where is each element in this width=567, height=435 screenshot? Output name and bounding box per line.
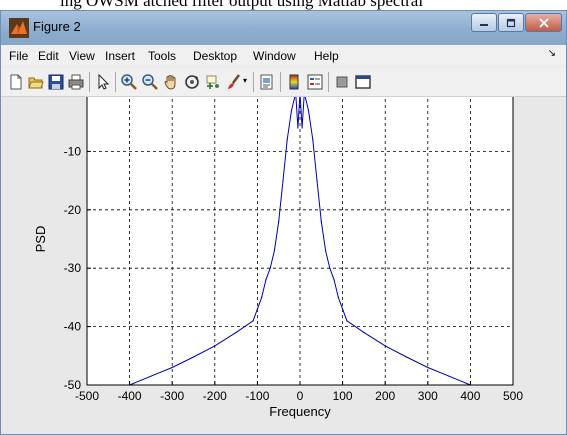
x-tick-label: 200 <box>375 389 395 403</box>
psd-data-point <box>448 375 450 377</box>
link-plot-icon[interactable] <box>258 73 276 91</box>
x-tick-label: 300 <box>418 389 438 403</box>
psd-data-point <box>278 220 280 223</box>
psd-data-point <box>150 375 152 377</box>
psd-data-point <box>290 109 293 112</box>
figure-window: Figure 2 File Edit View Insert Tools Des… <box>0 10 567 435</box>
plot-axes-frame <box>86 97 514 386</box>
psd-data-point <box>256 308 258 310</box>
y-tick-label: -10 <box>64 144 82 158</box>
psd-data-point <box>363 331 365 334</box>
psd-data-point <box>384 345 386 347</box>
psd-data-point <box>265 279 267 281</box>
open-file-icon[interactable] <box>27 73 45 91</box>
plot-axes-background[interactable] <box>87 97 513 385</box>
maximize-icon <box>506 18 516 27</box>
psd-data-point <box>405 356 408 358</box>
figure-canvas: -500 -400 -300 -200 -100 0 100 200 300 400 500 0 -10… <box>1 97 566 434</box>
menu-bar: File Edit View Insert Tools Desktop Wind… <box>1 45 566 65</box>
caption-fragment: ing OWSM atched filter output using Matl… <box>0 0 567 10</box>
window-title: Figure 2 <box>33 19 81 34</box>
brush-icon[interactable] <box>225 73 243 91</box>
minimize-icon <box>480 23 488 26</box>
legend-icon[interactable] <box>306 73 324 91</box>
menu-desktop[interactable]: Desktop <box>193 49 238 63</box>
menu-window[interactable]: Window <box>253 49 296 63</box>
psd-data-point <box>337 296 339 298</box>
matlab-icon <box>9 18 29 38</box>
new-figure-icon[interactable] <box>7 73 25 91</box>
x-tick-label: 400 <box>460 389 480 403</box>
data-cursor-icon[interactable] <box>204 73 222 91</box>
hide-plot-tools-icon[interactable] <box>333 73 351 91</box>
psd-data-point <box>301 127 303 129</box>
psd-data-point <box>297 127 299 129</box>
x-tick-label: -100 <box>245 389 269 403</box>
psd-data-point <box>320 220 322 223</box>
psd-data-point <box>252 320 254 322</box>
psd-data-point <box>329 267 331 269</box>
menu-file[interactable]: File <box>9 49 29 63</box>
save-icon[interactable] <box>47 73 65 91</box>
x-tick-label: -400 <box>118 389 142 403</box>
x-tick-label: 0 <box>297 389 304 403</box>
pan-hand-icon[interactable] <box>162 73 180 91</box>
x-tick-label: 500 <box>503 389 523 403</box>
zoom-in-icon[interactable] <box>120 73 138 91</box>
psd-data-point <box>307 109 310 112</box>
psd-data-point <box>273 250 276 252</box>
menu-view[interactable]: View <box>69 49 95 63</box>
psd-data-point <box>346 320 348 322</box>
y-axis-label: PSD <box>33 226 48 253</box>
psd-data-point <box>316 180 318 182</box>
menu-overflow-icon[interactable]: ↘ <box>547 48 556 59</box>
psd-data-point <box>261 296 263 298</box>
zoom-out-icon[interactable] <box>141 73 159 91</box>
psd-data-point <box>333 279 335 281</box>
rotate-3d-icon[interactable] <box>183 73 201 91</box>
y-tick-label: -50 <box>64 378 82 392</box>
psd-data-point <box>312 139 314 141</box>
x-tick-label: -300 <box>160 389 184 403</box>
psd-data-point <box>235 331 237 334</box>
show-plot-tools-icon[interactable] <box>354 73 372 91</box>
psd-data-point <box>269 267 271 269</box>
psd-data-point <box>192 356 195 358</box>
menu-insert[interactable]: Insert <box>105 49 136 63</box>
y-tick-label: -20 <box>64 203 82 217</box>
maximize-button[interactable] <box>498 13 524 32</box>
psd-plot: -500 -400 -300 -200 -100 0 100 200 300 400 500 0 -10… <box>33 97 523 419</box>
menu-help[interactable]: Help <box>314 49 339 63</box>
x-tick-label: -200 <box>203 389 227 403</box>
x-tick-label: 100 <box>333 389 353 403</box>
y-tick-label: 0 <box>74 97 81 100</box>
psd-data-point <box>171 366 173 369</box>
close-icon <box>538 17 549 28</box>
y-tick-label: -30 <box>64 261 82 275</box>
psd-data-point <box>342 308 344 310</box>
title-bar[interactable]: Figure 2 <box>1 11 566 45</box>
psd-data-point <box>214 345 216 347</box>
minimize-button[interactable] <box>471 13 497 32</box>
psd-data-point <box>282 180 284 182</box>
close-button[interactable] <box>525 13 562 32</box>
pointer-icon[interactable] <box>94 73 112 91</box>
y-tick-label: -40 <box>64 320 82 334</box>
x-axis-label: Frequency <box>269 404 331 419</box>
psd-data-point <box>427 366 429 369</box>
colorbar-icon[interactable] <box>285 73 303 91</box>
psd-data-point <box>286 139 288 141</box>
menu-edit[interactable]: Edit <box>38 49 59 63</box>
toolbar: ▾ <box>1 68 566 97</box>
psd-data-point <box>324 250 327 252</box>
brush-dropdown-icon[interactable]: ▾ <box>243 76 248 85</box>
x-tick-label: -500 <box>75 389 99 403</box>
print-icon[interactable] <box>67 73 85 91</box>
menu-tools[interactable]: Tools <box>148 49 177 63</box>
